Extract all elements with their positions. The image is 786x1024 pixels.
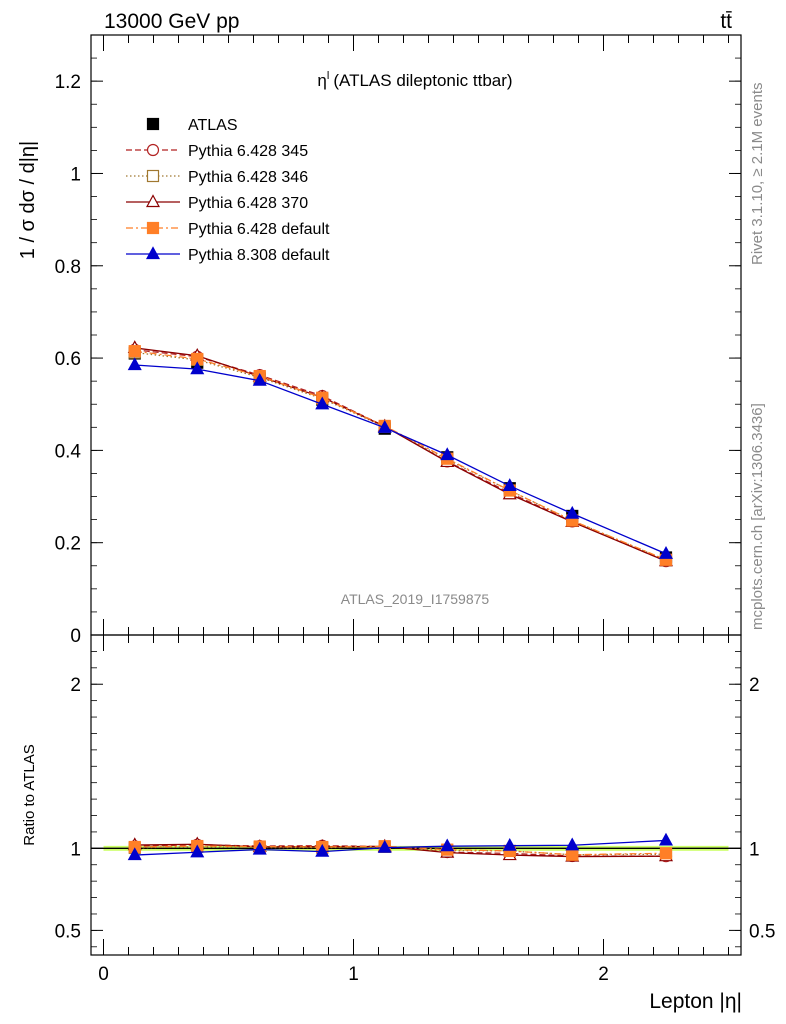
legend-item-0: ATLAS (146, 117, 238, 134)
data-point (190, 361, 205, 375)
series-line (134, 347, 667, 562)
legend-marker (146, 117, 160, 131)
legend-marker (145, 246, 161, 260)
ratio-y-axis: 0.5 0.5 1 1 2 2 (55, 651, 775, 948)
data-point (502, 478, 517, 492)
data-point (128, 345, 141, 358)
series-1 (128, 343, 673, 568)
x-tick-label: 1 (348, 964, 359, 985)
plot-title: ηl (ATLAS dileptonic ttbar) (317, 70, 512, 90)
legend-item-4: Pythia 6.428 default (126, 221, 330, 238)
y-tick-label: 0.4 (55, 441, 82, 462)
x-axis-label: Lepton |η| (649, 990, 742, 1013)
legend-marker (146, 169, 160, 183)
legend-marker (146, 143, 160, 157)
legend: ATLAS Pythia 6.428 345 Pythia 6.428 346 Pyt… (126, 117, 330, 264)
rivet-version-label: Rivet 3.1.10, ≥ 2.1M events (749, 83, 766, 266)
title-superscript: l (327, 70, 329, 82)
legend-item-3: Pythia 6.428 370 (126, 194, 308, 212)
series-line (134, 364, 667, 555)
data-point (502, 837, 517, 851)
y-tick-label: 1.2 (55, 72, 81, 93)
legend-label: Pythia 6.428 346 (188, 169, 308, 186)
data-point (658, 832, 674, 846)
process-label: tt̄ (720, 10, 732, 33)
ratio-y-tick-label-right: 2 (749, 675, 760, 696)
series-2 (128, 346, 673, 567)
data-point (440, 838, 455, 852)
plot-subtitle: (ATLAS dileptonic ttbar) (333, 71, 512, 90)
x-tick-label: 0 (98, 964, 109, 985)
legend-label: Pythia 6.428 370 (188, 195, 308, 212)
ratio-series-group (127, 832, 674, 863)
legend-label: Pythia 6.428 345 (188, 143, 308, 160)
x-tick-label: 2 (598, 964, 609, 985)
data-point (565, 837, 580, 851)
main-panel: ηl (ATLAS dileptonic ttbar) ATLAS_2019_I1… (17, 34, 742, 647)
data-point (377, 839, 392, 853)
mcplots-label: mcplots.cern.ch [arXiv:1306.3436] (749, 403, 766, 630)
data-point (127, 357, 142, 371)
y-tick-label: 0 (70, 626, 81, 647)
data-point (565, 505, 580, 519)
ratio-frame (90, 634, 742, 956)
legend-label: Pythia 8.308 default (188, 247, 330, 264)
y-axis-label: 1 / σ dσ / d|η| (17, 141, 39, 259)
data-point (190, 844, 205, 858)
main-series-group (127, 340, 674, 568)
series-0 (128, 347, 673, 564)
ratio-y-axis-label: Ratio to ATLAS (21, 744, 38, 845)
main-x-axis-ticks (103, 35, 729, 635)
data-point (252, 372, 267, 386)
data-point (377, 420, 392, 433)
legend-label: ATLAS (188, 117, 238, 134)
data-point (659, 847, 673, 860)
series-line (134, 349, 667, 562)
ratio-y-tick-label: 2 (70, 675, 81, 696)
y-tick-label: 0.6 (55, 349, 81, 370)
series-4 (127, 832, 674, 861)
analysis-id-label: ATLAS_2019_I1759875 (341, 591, 490, 607)
legend-label: Pythia 6.428 default (188, 221, 330, 238)
title-eta: η (317, 71, 326, 90)
legend-marker (146, 221, 160, 235)
ratio-y-tick-label: 0.5 (55, 921, 81, 942)
data-point (315, 843, 330, 857)
ratio-y-tick-label: 1 (70, 839, 81, 860)
ratio-y-tick-label-right: 1 (749, 839, 760, 860)
legend-item-2: Pythia 6.428 346 (126, 169, 308, 186)
legend-marker (145, 194, 161, 208)
legend-item-5: Pythia 8.308 default (126, 246, 330, 264)
series-3 (127, 340, 674, 567)
main-y-axis: 0 0.2 0.4 0.6 0.8 1 1.2 (55, 34, 741, 647)
data-point (252, 841, 267, 855)
ratio-x-axis: 0 1 2 (98, 635, 729, 985)
legend-item-1: Pythia 6.428 345 (126, 143, 308, 160)
y-tick-label: 1 (70, 164, 81, 185)
series-4 (128, 345, 673, 566)
data-point (658, 546, 674, 559)
series-line (134, 351, 667, 561)
series-5 (127, 357, 674, 559)
data-point (127, 847, 142, 861)
data-point (440, 447, 455, 461)
data-point (566, 848, 579, 861)
y-tick-label: 0.2 (55, 534, 81, 555)
data-point (315, 396, 330, 410)
energy-label: 13000 GeV pp (104, 10, 239, 33)
ratio-y-tick-label-right: 0.5 (749, 921, 775, 942)
ratio-panel: Ratio to ATLAS 0.5 0.5 1 1 2 2 0 1 2 Lepton |η| (21, 634, 775, 1013)
y-tick-label: 0.8 (55, 257, 81, 278)
